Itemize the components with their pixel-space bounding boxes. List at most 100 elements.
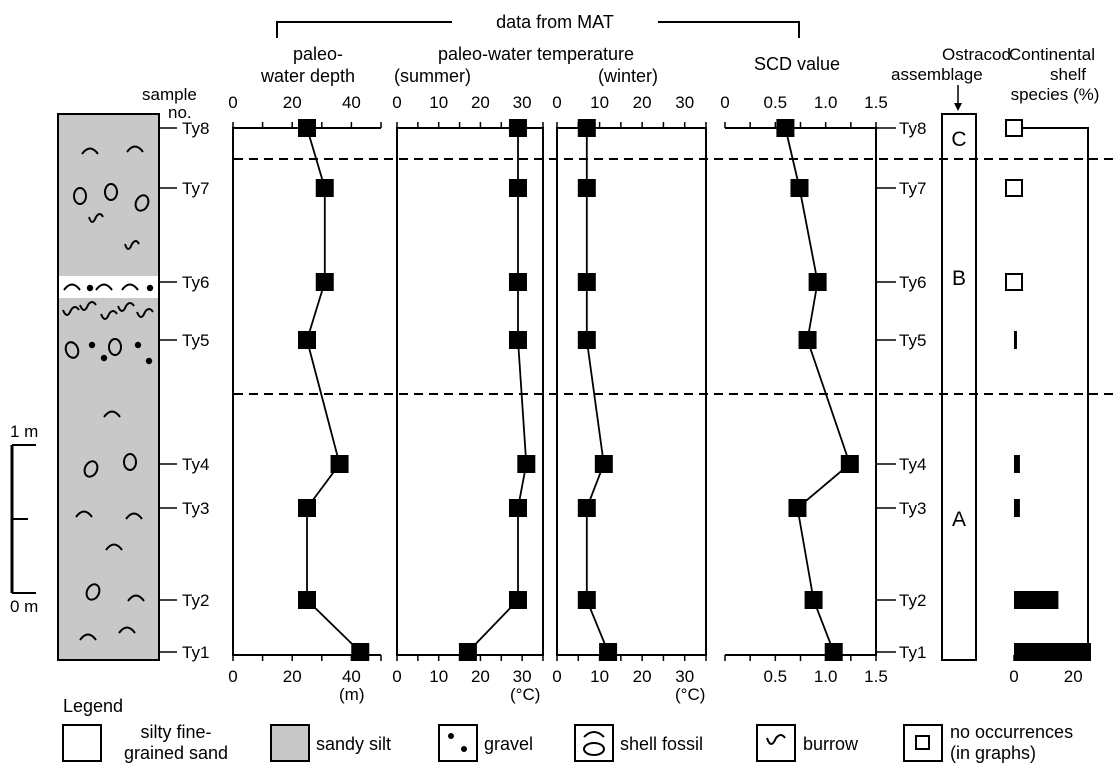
summer-unit: (°C) [510, 685, 540, 704]
right-sample-label: Ty2 [899, 591, 926, 610]
right-sample-labels: Ty8 Ty7 Ty6 Ty5 Ty4 Ty3 Ty2 Ty1 [877, 119, 926, 662]
summer-bottom-tick-label: 20 [471, 667, 490, 686]
legend-gravel-swatch [438, 724, 478, 762]
depth-point-ty8 [298, 119, 316, 137]
depth-top-tick-label: 0 [228, 93, 237, 112]
legend-shell-label: shell fossil [620, 734, 703, 754]
winter-point-ty7 [577, 179, 596, 197]
legend-no-occ-line2: (in graphs) [950, 743, 1036, 763]
scd-title: SCD value [754, 54, 840, 74]
shelf-no-occurrence-ty6 [1005, 273, 1023, 291]
left-sample-label: Ty8 [182, 119, 209, 138]
summer-panel: 0 10 20 30 0 10 20 30 [392, 93, 544, 686]
shell-fossil-symbols [63, 145, 150, 641]
winter-top-tick-label: 10 [590, 93, 609, 112]
assemblage-zone-c: C [951, 128, 966, 151]
legend-silt-label: sandy silt [316, 734, 391, 754]
shelf-bar-ty2 [1014, 591, 1059, 609]
legend-burrow-swatch [756, 724, 796, 762]
scd-top-tick-label: 1.0 [814, 93, 838, 112]
summer-top-tick-label: 10 [429, 93, 448, 112]
summer-point-ty1 [458, 643, 477, 661]
winter-point-ty5 [577, 331, 596, 349]
summer-series-line [467, 128, 528, 653]
legend-sand-line1: silty fine- [140, 722, 211, 742]
shelf-title-line3: species (%) [1011, 85, 1100, 104]
summer-point-ty5 [508, 331, 527, 349]
scale-bar: 1 m 0 m [10, 422, 38, 616]
winter-top-tick-label: 0 [552, 93, 561, 112]
legend-no-occ-line1: no occurrences [950, 722, 1073, 742]
shelf-title-line1: Continental [1009, 45, 1095, 64]
legend-title: Legend [63, 696, 123, 716]
legend-silt-swatch [270, 724, 310, 762]
shelf-species-panel: 0 20 [1005, 119, 1091, 686]
winter-top-tick-label: 20 [633, 93, 652, 112]
depth-bottom-tick-label: 40 [342, 667, 361, 686]
depth-bottom-tick-label: 0 [228, 667, 237, 686]
left-sample-label: Ty5 [182, 331, 209, 350]
shelf-title-line2: shelf [1050, 65, 1086, 84]
right-sample-label: Ty6 [899, 273, 926, 292]
depth-top-tick-label: 20 [283, 93, 302, 112]
scd-point-ty3 [788, 499, 807, 517]
winter-panel: 0 10 20 30 0 10 20 30 [552, 93, 707, 686]
summer-point-ty2 [508, 591, 527, 609]
shelf-frame [1014, 127, 1089, 656]
scd-point-ty6 [808, 273, 827, 291]
shelf-bar-ty4 [1014, 455, 1020, 473]
summer-top-tick-label: 30 [513, 93, 532, 112]
lithology-column [57, 113, 160, 661]
right-sample-label: Ty8 [899, 119, 926, 138]
shelf-bar-ty5 [1014, 331, 1017, 349]
summer-point-ty8 [508, 119, 527, 137]
assemblage-box [941, 113, 977, 661]
summer-point-ty3 [508, 499, 527, 517]
summer-point-ty4 [517, 455, 536, 473]
depth-point-ty3 [298, 499, 316, 517]
legend-sand-line2: grained sand [124, 743, 228, 763]
left-sample-label: Ty6 [182, 273, 209, 292]
winter-bottom-tick-label: 30 [675, 667, 694, 686]
winter-top-tick-label: 30 [675, 93, 694, 112]
depth-point-ty2 [298, 591, 316, 609]
winter-point-ty1 [599, 643, 618, 661]
summer-point-ty6 [508, 273, 527, 291]
winter-bottom-tick-label: 20 [633, 667, 652, 686]
depth-point-ty5 [298, 331, 316, 349]
right-sample-label: Ty3 [899, 499, 926, 518]
right-sample-label: Ty1 [899, 643, 926, 662]
depth-top-tick-label: 40 [342, 93, 361, 112]
right-sample-label: Ty7 [899, 179, 926, 198]
depth-bottom-tick-label: 20 [283, 667, 302, 686]
scd-series-line [784, 127, 851, 653]
scd-bottom-tick-label: 0.5 [764, 667, 788, 686]
assemblage-zone-a: A [952, 508, 966, 531]
ostracod-assemblage-panel: C B A [941, 113, 977, 661]
winter-point-ty8 [577, 119, 596, 137]
shelf-tick-label: 20 [1064, 667, 1083, 686]
zone-boundaries [234, 158, 1117, 395]
depth-point-ty4 [330, 455, 349, 473]
right-sample-label: Ty5 [899, 331, 926, 350]
scd-frame [725, 127, 877, 656]
scd-top-tick-label: 0.5 [764, 93, 788, 112]
winter-point-ty2 [577, 591, 596, 609]
temp-title: paleo-water temperature [438, 44, 634, 64]
winter-frame [556, 127, 707, 656]
depth-series-line [306, 127, 361, 653]
left-sample-label: Ty3 [182, 499, 209, 518]
ostracod-title-line2: assemblage [891, 65, 983, 84]
depth-point-ty1 [351, 643, 370, 661]
left-sample-label: Ty7 [182, 179, 209, 198]
winter-point-ty6 [577, 273, 596, 291]
scd-point-ty2 [804, 591, 823, 609]
depth-point-ty7 [315, 179, 334, 197]
summer-title: (summer) [394, 66, 471, 86]
winter-bottom-tick-label: 10 [590, 667, 609, 686]
left-sample-label: Ty1 [182, 643, 209, 662]
winter-bottom-tick-label: 0 [552, 667, 561, 686]
scd-point-ty7 [790, 179, 809, 197]
shelf-tick-label: 0 [1009, 667, 1018, 686]
summer-bottom-tick-label: 30 [513, 667, 532, 686]
